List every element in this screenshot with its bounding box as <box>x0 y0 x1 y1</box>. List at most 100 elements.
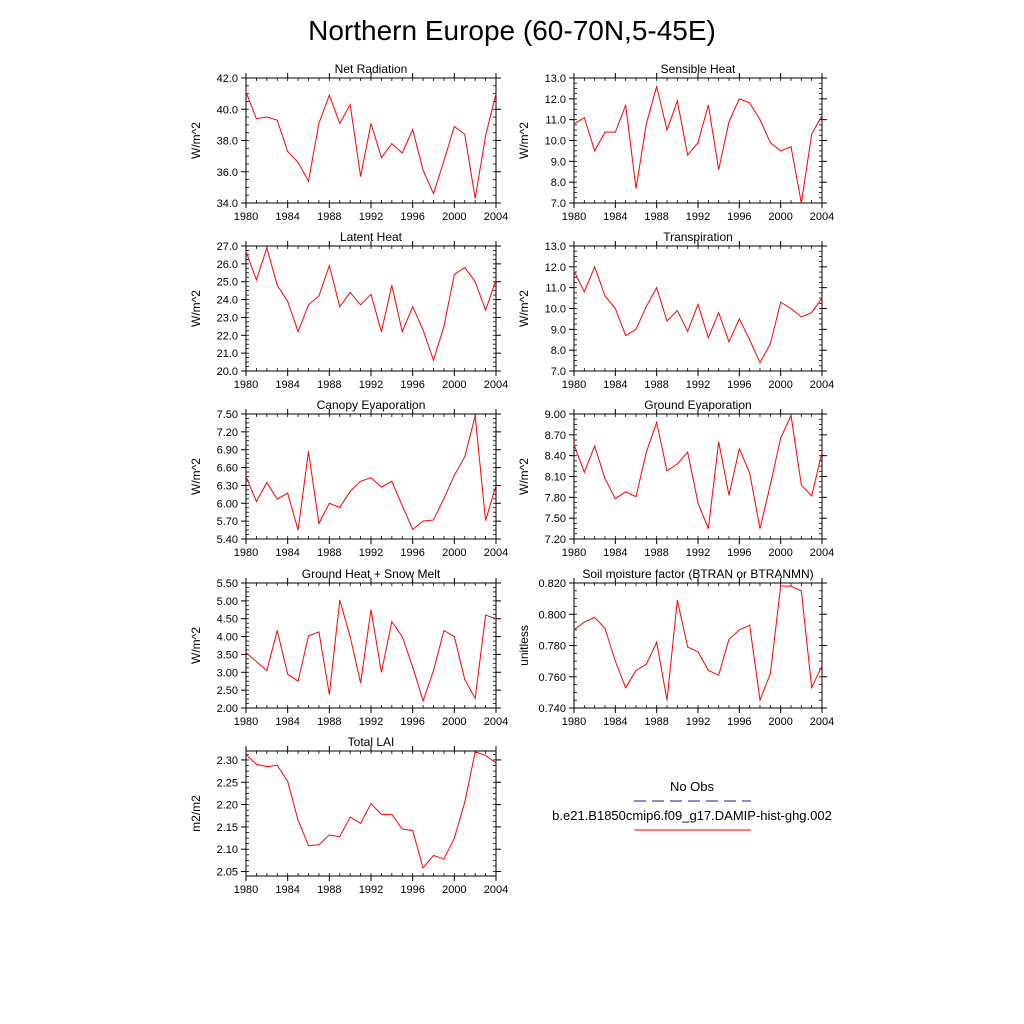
data-point <box>360 176 361 177</box>
x-tick-label: 2000 <box>768 716 792 728</box>
x-tick-label: 1996 <box>727 211 751 223</box>
data-point <box>573 123 575 125</box>
data-point <box>422 329 424 331</box>
data-point <box>433 519 434 521</box>
data-point <box>308 304 309 306</box>
data-point <box>625 687 627 689</box>
data-point <box>401 828 403 830</box>
y-tick-label: 7.50 <box>545 513 566 525</box>
data-point <box>381 331 382 333</box>
data-point <box>256 661 257 662</box>
y-tick-label: 26.0 <box>217 259 238 271</box>
x-tick-label: 2004 <box>810 379 834 391</box>
x-tick-label: 1984 <box>603 211 627 223</box>
plot-frame <box>573 245 823 372</box>
data-point <box>256 763 257 765</box>
x-tick-label: 1992 <box>359 547 383 559</box>
data-point <box>297 680 299 682</box>
data-point <box>749 472 751 474</box>
y-tick-label: 10.0 <box>545 136 566 148</box>
data-point <box>656 287 658 289</box>
y-tick-label: 6.00 <box>217 498 238 510</box>
x-tick-label: 1992 <box>359 379 383 391</box>
data-point <box>256 118 257 120</box>
data-point <box>391 284 393 286</box>
data-point <box>495 762 497 764</box>
data-point <box>349 292 351 293</box>
x-tick-label: 1992 <box>359 716 383 728</box>
series-line <box>573 86 823 204</box>
y-tick-label: 4.00 <box>217 632 238 644</box>
x-tick-label: 1996 <box>400 716 424 728</box>
y-tick-label: 12.0 <box>545 262 566 274</box>
data-point <box>780 150 782 152</box>
data-point <box>308 451 309 452</box>
data-point <box>287 673 289 675</box>
data-point <box>287 151 289 152</box>
data-point <box>453 837 455 839</box>
data-point <box>687 646 689 648</box>
data-point <box>769 343 771 345</box>
x-tick-label: 1996 <box>400 379 424 391</box>
data-point <box>256 279 257 281</box>
x-tick-label: 2000 <box>768 211 792 223</box>
data-point <box>728 341 730 343</box>
data-point <box>485 135 486 137</box>
panel-5: Canopy Evaporation 1980 1984 1988 1992 1996 20… <box>189 398 508 559</box>
data-point <box>718 441 720 443</box>
data-point <box>464 801 466 803</box>
data-point <box>464 267 466 268</box>
y-tick-label: 40.0 <box>217 104 238 116</box>
y-tick-label: 4.50 <box>217 614 238 626</box>
data-point <box>697 651 699 653</box>
data-point <box>401 152 403 154</box>
data-point <box>401 331 403 333</box>
series-line <box>573 265 823 364</box>
data-point <box>811 312 813 314</box>
data-point <box>276 119 278 121</box>
y-axis-label: W/m^2 <box>189 627 203 664</box>
data-point <box>318 295 320 297</box>
x-tick-label: 2000 <box>442 211 466 223</box>
data-point <box>583 291 585 293</box>
y-tick-label: 2.20 <box>217 800 238 812</box>
data-point <box>474 197 476 199</box>
data-point <box>614 660 616 662</box>
x-tick-label: 1984 <box>275 547 299 559</box>
x-tick-label: 1984 <box>275 211 299 223</box>
y-axis-label: W/m^2 <box>189 458 203 495</box>
x-tick-label: 1992 <box>686 379 710 391</box>
data-point <box>318 523 320 524</box>
data-point <box>645 663 647 665</box>
data-point <box>614 498 616 500</box>
y-tick-label: 2.05 <box>217 867 238 879</box>
y-tick-label: 9.00 <box>545 409 566 421</box>
data-point <box>594 445 596 447</box>
y-tick-label: 6.30 <box>217 480 238 492</box>
data-point <box>339 836 341 838</box>
data-point <box>495 485 497 486</box>
data-point <box>749 339 751 341</box>
data-point <box>594 266 596 268</box>
y-tick-label: 7.20 <box>545 534 566 546</box>
data-point <box>328 94 330 96</box>
data-point <box>276 764 278 766</box>
y-tick-label: 38.0 <box>217 136 238 148</box>
x-tick-label: 1988 <box>644 716 668 728</box>
y-tick-label: 23.0 <box>217 312 238 324</box>
x-tick-label: 1988 <box>317 379 341 391</box>
data-point <box>401 505 403 507</box>
data-point <box>485 520 486 521</box>
data-point <box>276 284 278 286</box>
data-point <box>811 495 813 497</box>
y-axis-label: m2/m2 <box>189 795 203 832</box>
y-tick-label: 27.0 <box>217 241 238 253</box>
data-point <box>266 482 268 483</box>
data-point <box>780 301 782 303</box>
data-point <box>412 129 414 130</box>
x-tick-label: 2004 <box>484 379 508 391</box>
data-point <box>728 121 730 123</box>
panel-7: Ground Heat + Snow Melt 1980 1984 1988 1992 1… <box>189 567 508 728</box>
data-point <box>443 325 445 327</box>
x-tick-label: 1988 <box>644 211 668 223</box>
